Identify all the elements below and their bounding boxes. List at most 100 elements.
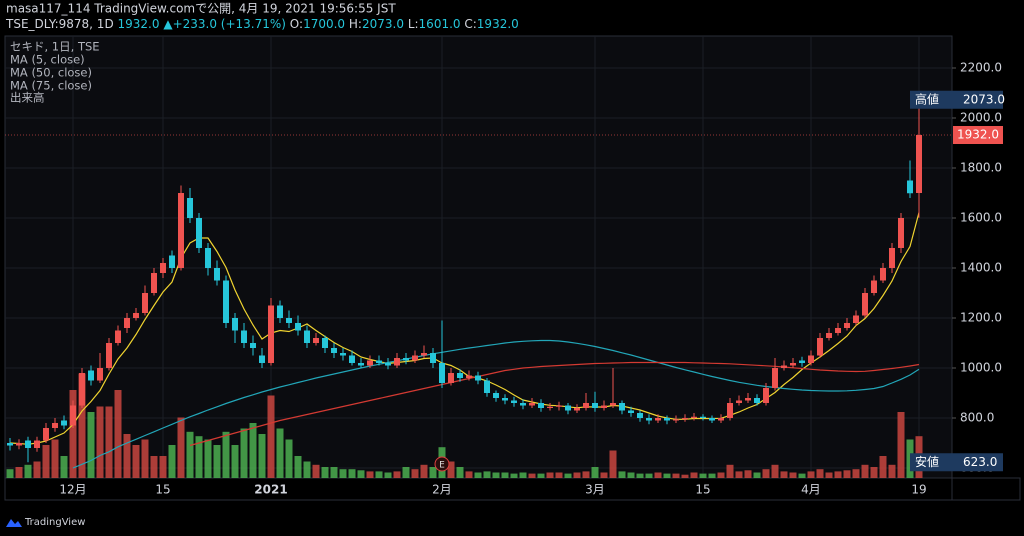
volume-bar bbox=[177, 417, 185, 478]
volume-bar bbox=[411, 469, 419, 478]
ohlc-key: C: bbox=[464, 17, 476, 31]
volume-bar bbox=[708, 473, 716, 478]
candle-body bbox=[538, 403, 544, 408]
candle-body bbox=[448, 373, 454, 383]
volume-bar bbox=[294, 456, 302, 478]
candle-body bbox=[205, 248, 211, 268]
volume-bar bbox=[258, 434, 266, 478]
volume-bar bbox=[339, 469, 347, 478]
volume-bar bbox=[663, 473, 671, 478]
volume-bar bbox=[645, 473, 653, 478]
candle-body bbox=[304, 330, 310, 343]
x-tick-label: 19 bbox=[911, 483, 926, 497]
ohlc-value: 1700.0 bbox=[303, 17, 345, 31]
candle-body bbox=[727, 403, 733, 418]
volume-bar bbox=[726, 464, 734, 478]
symbol: TSE_DLY:9878, 1D bbox=[5, 17, 114, 31]
candle-body bbox=[520, 403, 526, 406]
candle-body bbox=[907, 180, 913, 194]
volume-bar bbox=[888, 464, 896, 478]
last-price-box bbox=[953, 126, 1003, 144]
legend-item: MA (5, close) bbox=[10, 53, 85, 67]
candle-body bbox=[682, 418, 688, 420]
y-tick-label: 2000.0 bbox=[960, 111, 1002, 125]
y-tick-label: 1200.0 bbox=[960, 311, 1002, 325]
candle-body bbox=[403, 358, 409, 361]
candle-body bbox=[556, 405, 562, 407]
candle-body bbox=[115, 330, 121, 343]
candle-body bbox=[358, 363, 364, 366]
ohlc-value: 1601.0 bbox=[419, 17, 461, 31]
candle-body bbox=[232, 318, 238, 331]
volume-bar bbox=[618, 471, 626, 478]
candle-body bbox=[844, 323, 850, 328]
candle-body bbox=[781, 365, 787, 368]
x-tick-label: 4月 bbox=[801, 483, 821, 497]
candle-body bbox=[160, 263, 166, 273]
volume-bar bbox=[672, 473, 680, 478]
y-tick-label: 2200.0 bbox=[960, 61, 1002, 75]
candle-body bbox=[565, 405, 571, 411]
volume-bar bbox=[24, 464, 32, 478]
volume-bar bbox=[879, 456, 887, 478]
candle-body bbox=[421, 353, 427, 356]
volume-bar bbox=[582, 471, 590, 478]
header-quote: TSE_DLY:9878, 1D 1932.0 ▲+233.0 (+13.71%… bbox=[5, 17, 519, 31]
candle-body bbox=[745, 398, 751, 401]
candle-body bbox=[214, 268, 220, 281]
candle-body bbox=[799, 360, 805, 363]
last-price-label: 1932.0 bbox=[957, 128, 999, 142]
candle-body bbox=[340, 353, 346, 356]
candle-body bbox=[367, 360, 373, 366]
volume-bar bbox=[798, 473, 806, 478]
volume-bar bbox=[78, 373, 86, 478]
volume-bar bbox=[6, 469, 14, 478]
ma-line bbox=[189, 361, 920, 447]
volume-bar bbox=[816, 469, 824, 478]
candle-body bbox=[187, 198, 193, 218]
volume-bar bbox=[753, 472, 761, 478]
x-tick-label: 2月 bbox=[432, 483, 452, 497]
volume-bar bbox=[483, 471, 491, 478]
volume-bar bbox=[699, 473, 707, 478]
candle-body bbox=[592, 403, 598, 408]
volume-bar bbox=[897, 412, 905, 478]
legend-item: MA (75, close) bbox=[10, 79, 92, 93]
candle-body bbox=[142, 293, 148, 313]
volume-bar bbox=[168, 445, 176, 478]
ohlc-key: H: bbox=[349, 17, 362, 31]
volume-bar bbox=[186, 431, 194, 478]
volume-bar bbox=[744, 470, 752, 478]
volume-bar bbox=[690, 472, 698, 478]
volume-bar bbox=[51, 439, 59, 478]
x-tick-label: 3月 bbox=[585, 483, 605, 497]
candle-body bbox=[763, 388, 769, 403]
candle-body bbox=[61, 420, 67, 426]
candle-body bbox=[754, 398, 760, 403]
volume-bar bbox=[474, 472, 482, 478]
candle-body bbox=[646, 418, 652, 421]
volume-bar bbox=[321, 467, 329, 478]
candle-body bbox=[628, 410, 634, 413]
candle-body bbox=[34, 440, 40, 448]
volume-bar bbox=[654, 472, 662, 478]
candle-body bbox=[322, 338, 328, 348]
volume-bar bbox=[600, 472, 608, 478]
candle-body bbox=[169, 255, 175, 268]
candle-body bbox=[439, 363, 445, 383]
candle-body bbox=[619, 403, 625, 411]
volume-bar bbox=[609, 450, 617, 478]
volume-bar bbox=[546, 472, 554, 478]
candle-body bbox=[583, 403, 589, 408]
candle-body bbox=[313, 338, 319, 343]
volume-bar bbox=[213, 445, 221, 478]
candle-body bbox=[268, 305, 274, 363]
y-tick-label: 1000.0 bbox=[960, 361, 1002, 375]
candle-body bbox=[331, 348, 337, 353]
brand: TradingView bbox=[24, 517, 85, 528]
volume-bar bbox=[87, 412, 95, 478]
volume-bar bbox=[276, 428, 284, 478]
candle-body bbox=[916, 135, 922, 193]
candle-body bbox=[43, 428, 49, 441]
